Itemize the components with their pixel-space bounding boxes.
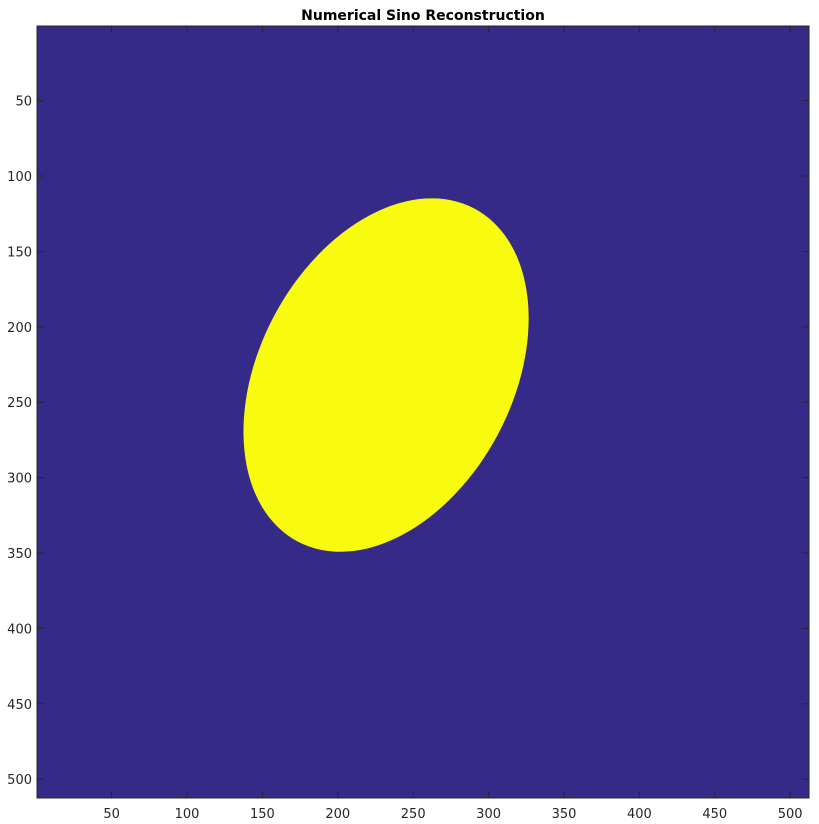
y-tick-label-100: 100 [7,170,32,185]
y-tick-label-450: 450 [7,698,32,713]
y-tick-label-200: 200 [7,321,32,336]
y-axis: 50 100 150 200 250 300 350 400 450 500 [7,95,809,788]
chart-title: Numerical Sino Reconstruction [301,8,545,24]
plot-frame [36,25,810,799]
y-tick-label-300: 300 [7,472,32,487]
y-tick-label-250: 250 [7,396,32,411]
x-tick-label-300: 300 [476,807,501,822]
y-tick-label-50: 50 [15,95,32,110]
y-tick-label-150: 150 [7,245,32,260]
y-tick-label-500: 500 [7,773,32,788]
x-tick-label-200: 200 [325,807,350,822]
x-tick-label-50: 50 [103,807,120,822]
x-axis: 50 100 150 200 250 300 350 400 450 500 [103,26,803,822]
x-tick-label-350: 350 [552,807,577,822]
x-tick-label-400: 400 [627,807,652,822]
y-tick-label-400: 400 [7,622,32,637]
ellipse-feature-0 [243,198,529,552]
x-tick-label-450: 450 [702,807,727,822]
x-tick-label-250: 250 [401,807,426,822]
plot-area [36,25,810,799]
x-tick-label-100: 100 [175,807,200,822]
y-tick-label-350: 350 [7,547,32,562]
x-tick-label-150: 150 [250,807,275,822]
x-tick-label-500: 500 [778,807,803,822]
